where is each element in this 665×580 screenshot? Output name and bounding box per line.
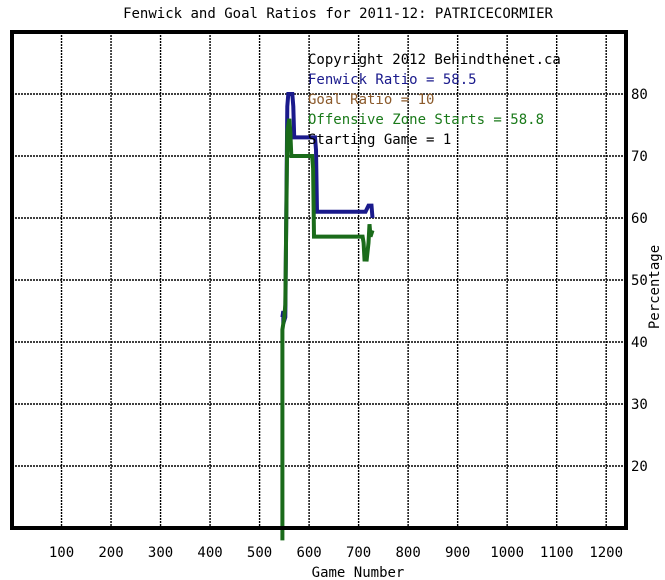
y-tick-label: 20	[631, 459, 648, 475]
x-tick-label: 400	[197, 545, 222, 561]
x-tick-label: 500	[247, 545, 272, 561]
x-tick-label: 200	[98, 545, 123, 561]
x-axis-label: Game Number	[312, 565, 405, 580]
x-tick-label: 100	[49, 545, 74, 561]
x-tick-labels: 100 200 300 400 500 600 700 800 900 1000 1100 1200	[49, 545, 623, 561]
y-tick-label: 30	[631, 397, 648, 413]
grid	[12, 32, 626, 528]
legend: Copyright 2012 Behindthenet.ca Fenwick Ra…	[308, 52, 561, 148]
legend-entry: Copyright 2012 Behindthenet.ca	[308, 52, 561, 68]
x-tick-label: 900	[445, 545, 470, 561]
y-tick-label: 80	[631, 87, 648, 103]
plot-frame	[10, 30, 628, 530]
chart-title: Fenwick and Goal Ratios for 2011-12: PAT…	[123, 6, 553, 22]
x-tick-label: 300	[148, 545, 173, 561]
y-tick-label: 50	[631, 273, 648, 289]
legend-entry: Starting Game = 1	[308, 132, 451, 148]
legend-entry: Offensive Zone Starts = 58.8	[308, 112, 544, 128]
x-tick-label: 800	[395, 545, 420, 561]
y-tick-label: 70	[631, 149, 648, 165]
y-tick-label: 60	[631, 211, 648, 227]
y-tick-label: 40	[631, 335, 648, 351]
y-tick-labels: 20 30 40 50 60 70 80	[631, 87, 648, 475]
x-tick-label: 600	[296, 545, 321, 561]
x-tick-label: 1200	[589, 545, 623, 561]
x-tick-label: 1100	[540, 545, 574, 561]
series-line-offensive-zone-starts	[280, 118, 375, 541]
legend-entry: Goal Ratio = 10	[308, 92, 434, 108]
legend-entry: Fenwick Ratio = 58.5	[308, 72, 477, 88]
x-tick-label: 1000	[490, 545, 524, 561]
x-tick-label: 700	[346, 545, 371, 561]
y-axis-label: Percentage	[647, 245, 663, 329]
series	[280, 92, 375, 541]
